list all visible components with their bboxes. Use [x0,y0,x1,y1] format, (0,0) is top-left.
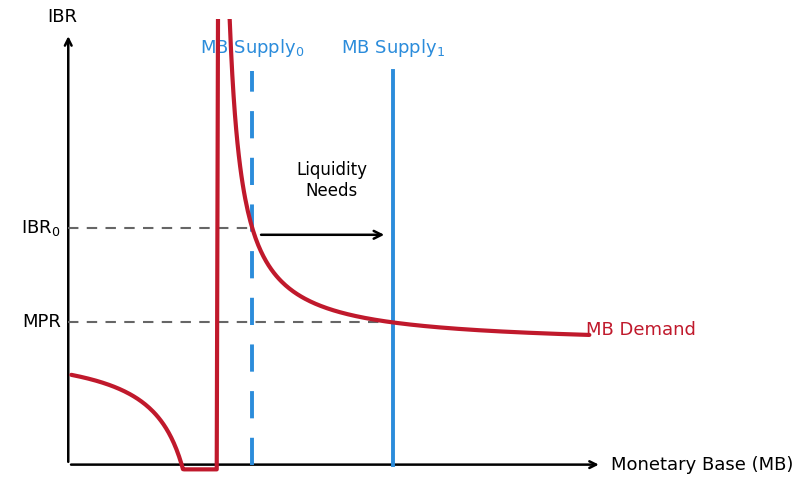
Text: MB Demand: MB Demand [586,321,696,339]
Text: IBR: IBR [47,8,77,26]
Text: MPR: MPR [22,314,61,332]
Text: MB Supply$_1$: MB Supply$_1$ [341,38,445,60]
Text: Liquidity
Needs: Liquidity Needs [296,162,367,200]
Text: MB Supply$_0$: MB Supply$_0$ [200,38,304,60]
Text: IBR$_0$: IBR$_0$ [22,218,61,238]
Text: Monetary Base (MB): Monetary Base (MB) [610,456,793,473]
